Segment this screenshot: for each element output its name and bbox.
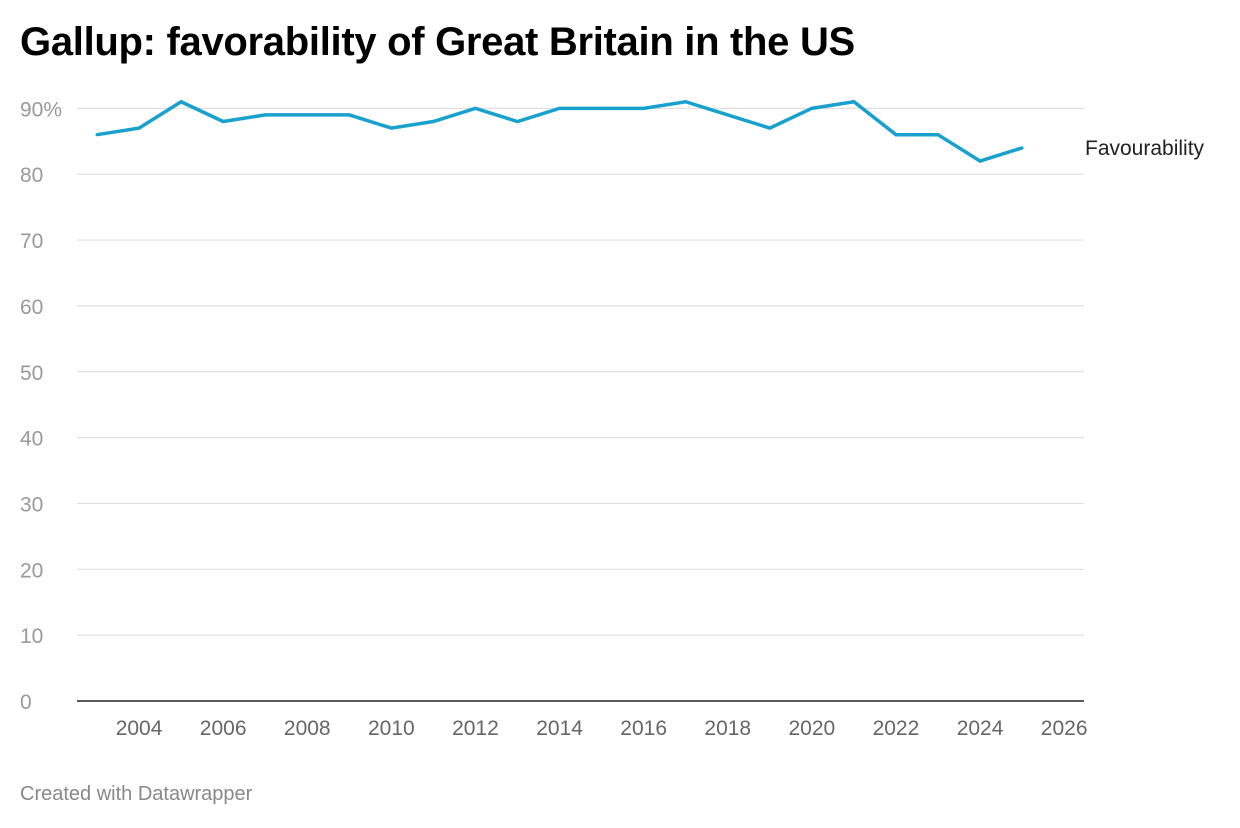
data-point <box>516 120 519 124</box>
y-tick-label: 40 <box>20 428 43 451</box>
data-point <box>726 113 730 117</box>
data-point <box>558 106 562 110</box>
footer-credit[interactable]: Created with Datawrapper <box>20 783 253 805</box>
data-point <box>978 159 982 163</box>
data-point <box>347 113 351 117</box>
data-point <box>852 100 856 104</box>
data-point <box>1020 146 1024 150</box>
data-point <box>389 126 393 130</box>
x-tick-label: 2020 <box>788 717 835 740</box>
y-tick-label: 90% <box>20 98 62 121</box>
data-point <box>600 106 604 110</box>
y-tick-label: 10 <box>20 625 43 648</box>
data-point <box>95 133 99 137</box>
x-tick-label: 2006 <box>200 717 247 740</box>
data-point <box>810 106 814 110</box>
y-tick-label: 30 <box>20 493 43 516</box>
data-point <box>684 100 688 104</box>
series-line <box>96 99 1023 163</box>
data-point <box>936 133 940 137</box>
data-point <box>137 126 141 130</box>
x-tick-label: 2004 <box>116 717 163 740</box>
x-tick-label: 2022 <box>873 717 920 740</box>
x-tick-label: 2024 <box>957 717 1004 740</box>
x-tick-label: 2010 <box>368 717 415 740</box>
data-point <box>263 113 267 117</box>
y-tick-label: 50 <box>20 362 43 385</box>
y-tick-label: 70 <box>20 230 43 253</box>
y-tick-label: 80 <box>20 164 43 187</box>
x-tick-label: 2012 <box>452 717 499 740</box>
data-point <box>179 100 183 104</box>
data-point <box>473 106 477 110</box>
x-tick-label: 2018 <box>704 717 751 740</box>
y-tick-label: 60 <box>20 296 43 319</box>
data-point <box>642 106 646 110</box>
y-tick-label: 20 <box>20 559 43 582</box>
data-point <box>305 113 309 117</box>
data-point <box>431 120 435 124</box>
chart-title: Gallup: favorability of Great Britain in… <box>20 20 855 64</box>
data-point <box>221 120 225 124</box>
x-tick-label: 2016 <box>620 717 667 740</box>
data-point <box>768 126 772 130</box>
x-tick-label: 2014 <box>536 717 583 740</box>
y-tick-label: 0 <box>20 691 32 714</box>
data-point <box>894 133 898 137</box>
x-tick-label: 2026 <box>1041 717 1088 740</box>
series-label: Favourability <box>1085 137 1205 160</box>
x-tick-label: 2008 <box>284 717 331 740</box>
